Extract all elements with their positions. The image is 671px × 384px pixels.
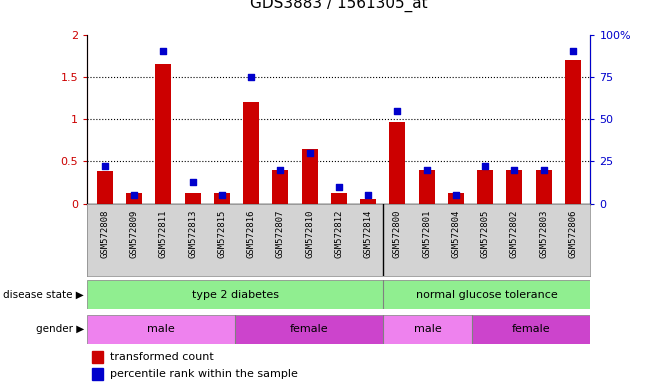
Bar [448, 194, 464, 204]
Point [509, 167, 520, 173]
Bar [93, 368, 103, 380]
Text: GSM572814: GSM572814 [364, 209, 372, 258]
Text: normal glucose tolerance: normal glucose tolerance [416, 290, 558, 300]
Bar [301, 149, 317, 204]
Text: GSM572802: GSM572802 [510, 209, 519, 258]
Text: male: male [414, 324, 442, 334]
Bar [383, 315, 472, 344]
Bar [383, 280, 590, 309]
Text: disease state ▶: disease state ▶ [3, 290, 84, 300]
Bar [360, 199, 376, 204]
Bar [565, 60, 581, 204]
Text: GSM572807: GSM572807 [276, 209, 285, 258]
Bar [419, 170, 435, 204]
Text: GSM572801: GSM572801 [422, 209, 431, 258]
Point [275, 167, 286, 173]
Point [158, 48, 168, 55]
Text: GSM572805: GSM572805 [480, 209, 490, 258]
Point [333, 184, 344, 190]
Bar [389, 122, 405, 204]
Text: GSM572811: GSM572811 [159, 209, 168, 258]
Bar [126, 194, 142, 204]
Point [421, 167, 432, 173]
Text: GSM572809: GSM572809 [130, 209, 138, 258]
Bar [472, 315, 590, 344]
Text: percentile rank within the sample: percentile rank within the sample [110, 369, 298, 379]
Bar [535, 170, 552, 204]
Bar [97, 171, 113, 204]
Bar [87, 280, 383, 309]
Text: GSM572804: GSM572804 [452, 209, 460, 258]
Bar [155, 64, 171, 204]
Bar [272, 170, 289, 204]
Point [99, 163, 110, 169]
Bar [331, 194, 347, 204]
Text: GSM572800: GSM572800 [393, 209, 402, 258]
Text: female: female [290, 324, 329, 334]
Point [363, 192, 374, 198]
Bar [93, 351, 103, 363]
Text: GSM572810: GSM572810 [305, 209, 314, 258]
Point [217, 192, 227, 198]
Text: male: male [148, 324, 175, 334]
Point [538, 167, 549, 173]
Text: GSM572813: GSM572813 [188, 209, 197, 258]
Point [187, 179, 198, 185]
Point [450, 192, 461, 198]
Bar [243, 102, 259, 204]
Text: GDS3883 / 1561305_at: GDS3883 / 1561305_at [250, 0, 427, 12]
Bar [507, 170, 523, 204]
Text: GSM572808: GSM572808 [100, 209, 109, 258]
Bar [87, 315, 236, 344]
Point [392, 108, 403, 114]
Bar [185, 194, 201, 204]
Text: GSM572812: GSM572812 [334, 209, 344, 258]
Point [129, 192, 140, 198]
Text: GSM572806: GSM572806 [568, 209, 578, 258]
Bar [236, 315, 383, 344]
Text: female: female [512, 324, 551, 334]
Point [304, 150, 315, 156]
Text: gender ▶: gender ▶ [36, 324, 84, 334]
Text: GSM572803: GSM572803 [539, 209, 548, 258]
Text: GSM572816: GSM572816 [246, 209, 256, 258]
Bar [477, 170, 493, 204]
Point [568, 48, 578, 55]
Point [480, 163, 491, 169]
Text: transformed count: transformed count [110, 352, 213, 362]
Text: GSM572815: GSM572815 [217, 209, 226, 258]
Text: type 2 diabetes: type 2 diabetes [192, 290, 278, 300]
Point [246, 74, 256, 80]
Bar [214, 194, 230, 204]
